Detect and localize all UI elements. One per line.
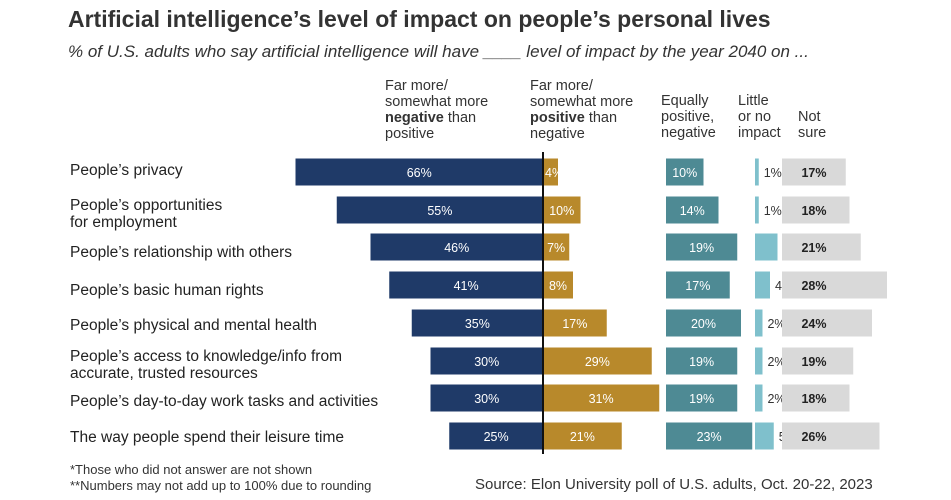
row-label-human-rights: People’s basic human rights [70,282,264,299]
data-label-s2-r5: 19% [689,355,714,369]
data-label-s0-r5: 30% [474,355,499,369]
data-label-s1-r4: 17% [562,317,587,331]
data-label-s4-r3: 28% [801,279,826,293]
data-label-s4-r0: 17% [801,166,826,180]
bar-s4-r0 [782,158,846,186]
row-label-relationship: People’s relationship with others [70,244,293,261]
row-label-health: People’s physical and mental health [70,317,318,334]
bar-s2-r0 [666,158,704,186]
data-label-s4-r1: 18% [801,204,826,218]
data-label-s0-r0: 66% [407,166,432,180]
bar-s1-r2 [543,233,570,261]
data-label-s2-r7: 23% [697,430,722,444]
data-label-s0-r3: 41% [454,279,479,293]
bar-s4-r5 [782,347,854,375]
bar-s3-r6 [755,384,763,412]
bar-s1-r1 [543,196,581,224]
bar-s1-r4 [543,309,607,337]
bar-s3-r2 [755,233,778,261]
bar-s3-r7 [755,422,774,450]
data-label-s2-r1: 14% [680,204,705,218]
bar-s2-r7 [666,422,753,450]
bar-s4-r7 [782,422,880,450]
data-label-s4-r6: 18% [801,392,826,406]
bar-s1-r6 [543,384,660,412]
bar-s4-r2 [782,233,861,261]
data-label-s1-r0: 4% [545,166,563,180]
data-label-s3-r5: 2% [767,355,785,369]
data-label-s2-r3: 17% [685,279,710,293]
data-label-s1-r1: 10% [549,204,574,218]
bar-s1-r5 [543,347,652,375]
data-label-s3-r1: 1% [764,204,782,218]
bar-s3-r3 [755,271,770,299]
data-label-s4-r2: 21% [801,241,826,255]
bar-s4-r3 [782,271,887,299]
bar-s2-r1 [666,196,719,224]
bar-s3-r4 [755,309,763,337]
bar-s0-r4 [411,309,543,337]
bar-s3-r5 [755,347,763,375]
footnote-2: **Numbers may not add up to 100% due to … [70,478,372,493]
column-header-negative: Far more/ somewhat more negative than po… [385,78,489,142]
data-label-s1-r5: 29% [585,355,610,369]
data-label-s0-r7: 25% [484,430,509,444]
bar-s4-r4 [782,309,872,337]
data-label-s2-r2: 19% [689,241,714,255]
row-label-privacy: People’s privacy [70,162,183,179]
bar-s0-r0 [295,158,543,186]
data-label-s1-r7: 21% [570,430,595,444]
footnote-1: *Those who did not answer are not shown [70,462,313,477]
data-label-s4-r5: 19% [801,355,826,369]
row-label-leisure: The way people spend their leisure time [70,429,344,446]
data-label-s4-r7: 26% [801,430,826,444]
data-label-s2-r0: 10% [672,166,697,180]
column-header-positive: Far more/ somewhat more positive than ne… [530,78,634,142]
row-label-work-tasks: People’s day-to-day work tasks and activ… [70,393,379,410]
data-label-s3-r4: 2% [767,317,785,331]
data-label-s1-r2: 7% [547,241,565,255]
bar-s2-r4 [666,309,741,337]
chart-subtitle: % of U.S. adults who say artificial inte… [68,42,809,61]
column-header-not-sure: Not sure [798,109,827,141]
data-label-s3-r6: 2% [767,392,785,406]
bar-s3-r1 [755,196,759,224]
row-label-knowledge: People’s access to knowledge/info from ac… [70,348,342,382]
bar-s1-r0 [543,158,558,186]
bar-s0-r3 [389,271,543,299]
data-label-s4-r4: 24% [801,317,826,331]
row-label-employment: People’s opportunities for employment [70,197,223,231]
data-label-s3-r0: 1% [764,166,782,180]
data-label-s1-r3: 8% [549,279,567,293]
data-label-s0-r6: 30% [474,392,499,406]
source-note: Source: Elon University poll of U.S. adu… [475,476,873,493]
bar-s2-r2 [666,233,738,261]
bar-s2-r5 [666,347,738,375]
data-label-s0-r1: 55% [427,204,452,218]
bar-s2-r6 [666,384,738,412]
chart-title: Artificial intelligence’s level of impac… [68,6,771,32]
bar-s1-r7 [543,422,622,450]
bar-s0-r7 [449,422,543,450]
data-label-s1-r6: 31% [589,392,614,406]
bar-s0-r5 [430,347,543,375]
bar-s1-r3 [543,271,573,299]
bar-s2-r3 [666,271,730,299]
bar-s3-r0 [755,158,759,186]
data-label-s0-r4: 35% [465,317,490,331]
bar-s4-r1 [782,196,850,224]
bar-s0-r1 [336,196,543,224]
data-label-s2-r6: 19% [689,392,714,406]
bar-s4-r6 [782,384,850,412]
column-header-equal: Equally positive, negative [661,93,716,141]
bar-s0-r2 [370,233,543,261]
bar-s0-r6 [430,384,543,412]
data-label-s2-r4: 20% [691,317,716,331]
column-header-little: Little or no impact [738,93,781,141]
data-label-s0-r2: 46% [444,241,469,255]
